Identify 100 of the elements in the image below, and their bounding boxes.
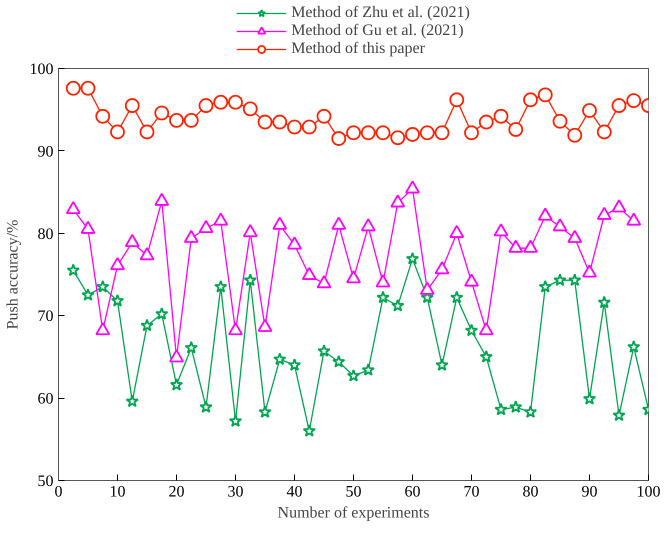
point (612, 408, 626, 422)
point (272, 216, 288, 230)
point (626, 212, 642, 226)
x-tick-label: 0 (54, 484, 62, 500)
legend-label: Method of this paper (291, 40, 425, 58)
point (184, 230, 199, 243)
point (316, 275, 332, 288)
point (198, 220, 214, 234)
point (376, 274, 390, 288)
point (214, 280, 228, 293)
x-tick-label: 60 (404, 484, 420, 500)
point (242, 224, 258, 238)
point (582, 264, 597, 278)
point (538, 87, 553, 102)
point (596, 206, 612, 220)
point (155, 307, 168, 320)
point (199, 400, 213, 413)
point (406, 252, 420, 265)
point (170, 378, 184, 391)
point (331, 216, 346, 230)
point (480, 350, 493, 363)
point (612, 199, 626, 212)
point (169, 113, 184, 128)
point (360, 125, 376, 140)
point (362, 363, 375, 376)
point (110, 257, 125, 270)
point (524, 405, 538, 418)
point (110, 294, 124, 307)
point (391, 298, 404, 312)
point (567, 230, 582, 243)
point (66, 201, 81, 214)
point (346, 368, 360, 382)
point (346, 270, 361, 284)
point (273, 352, 286, 366)
point (124, 98, 140, 113)
point (449, 92, 464, 108)
point (80, 80, 96, 96)
point (420, 125, 435, 140)
y-axis-title: Push accuracy/% (4, 220, 22, 330)
y-tick-label: 90 (38, 143, 54, 160)
point (317, 344, 331, 357)
point (582, 103, 597, 118)
point (332, 354, 346, 368)
x-tick-label: 90 (582, 484, 598, 500)
point (331, 131, 346, 146)
point (213, 212, 228, 226)
point (316, 108, 332, 124)
point (346, 125, 361, 140)
point (302, 424, 316, 437)
point (213, 94, 228, 110)
point (242, 101, 258, 116)
point (464, 274, 479, 287)
point (508, 122, 524, 137)
point (523, 240, 538, 253)
point (360, 218, 376, 232)
point (390, 194, 406, 208)
point (405, 180, 420, 194)
point (523, 92, 538, 108)
point (420, 282, 435, 295)
point (258, 405, 272, 418)
point (552, 114, 568, 129)
point (568, 273, 582, 286)
y-tick-label: 50 (38, 473, 54, 490)
point (478, 322, 494, 336)
x-axis-title: Number of experiments (278, 504, 430, 522)
x-tick-label: 100 (636, 484, 660, 500)
point (450, 290, 464, 304)
point (508, 240, 524, 253)
point (81, 288, 95, 301)
point (494, 108, 508, 124)
point (169, 349, 184, 362)
point (287, 236, 302, 250)
point (258, 114, 272, 130)
legend-label: Method of Zhu et al. (2021) (291, 4, 470, 22)
x-tick-label: 10 (110, 484, 126, 500)
point (376, 125, 390, 140)
point (228, 414, 242, 427)
point (244, 273, 257, 286)
point (126, 394, 139, 408)
point (66, 80, 81, 96)
point (258, 318, 272, 332)
point (567, 128, 582, 143)
point (435, 358, 449, 371)
legend-label: Method of Gu et al. (2021) (291, 22, 464, 40)
point (464, 324, 478, 336)
point (494, 402, 508, 416)
point (288, 358, 302, 371)
point (302, 266, 317, 280)
x-tick-label: 40 (286, 484, 302, 500)
point (449, 224, 464, 238)
point (184, 340, 198, 354)
x-tick-label: 70 (464, 484, 480, 500)
point (626, 93, 642, 108)
y-tick-label: 60 (38, 390, 54, 408)
point (302, 120, 317, 134)
point (552, 218, 568, 232)
point (434, 125, 450, 140)
point (538, 280, 552, 293)
point (228, 322, 243, 336)
point (596, 124, 612, 140)
